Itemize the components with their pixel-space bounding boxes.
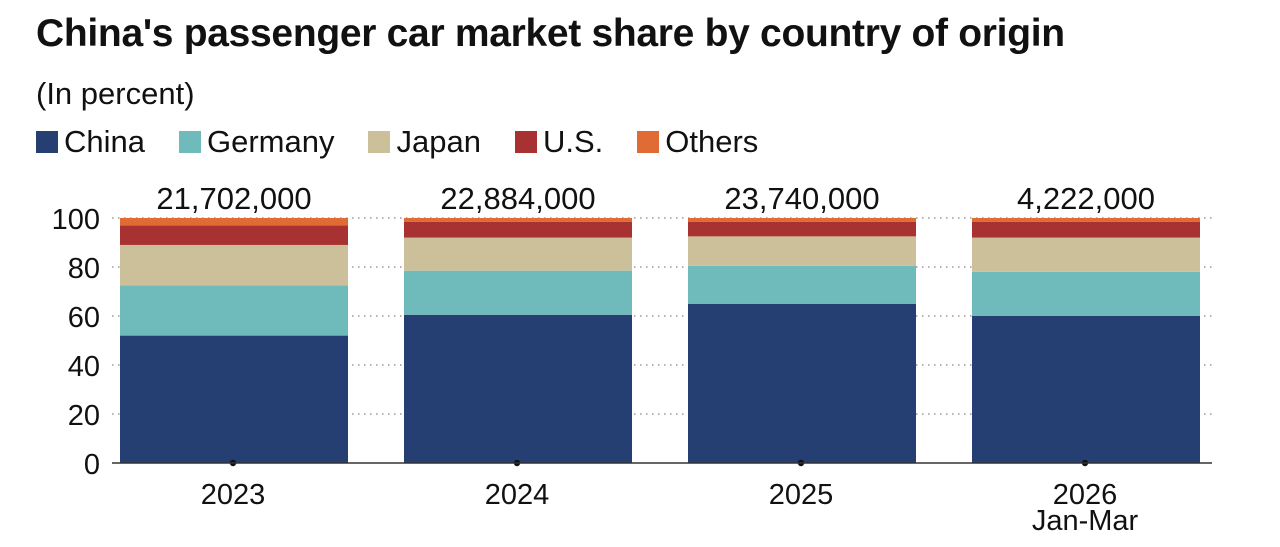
bar-2024-china — [404, 314, 632, 463]
bar-2023-china — [120, 335, 348, 463]
bar-2025-u-s — [688, 221, 916, 237]
x-tick-sublabel-2026: Jan-Mar — [1032, 505, 1139, 537]
legend-swatch-germany — [179, 131, 201, 153]
legend-label-germany: Germany — [207, 124, 335, 159]
legend-item-china: China — [36, 124, 145, 160]
bar-2024-japan — [404, 237, 632, 271]
bar-2024-u-s — [404, 221, 632, 238]
bar-2025-germany — [688, 265, 916, 304]
legend-item-us: U.S. — [514, 124, 604, 160]
legend-item-japan: Japan — [368, 124, 481, 160]
x-tick-label-2026: 2026 — [1053, 479, 1118, 511]
legend-item-germany: Germany — [179, 124, 334, 160]
y-tick-label-80: 80 — [68, 253, 100, 285]
legend-swatch-us — [514, 131, 537, 153]
bar-2025-japan — [688, 236, 916, 266]
bar-2023-japan — [120, 244, 348, 286]
chart-subtitle: (In percent) — [36, 76, 195, 111]
total-label-2024: 22,884,000 — [440, 181, 595, 216]
bar-2023-others — [120, 218, 348, 226]
bar-2024-others — [404, 218, 632, 222]
legend-item-others: Others — [637, 124, 758, 160]
legend-swatch-china — [36, 131, 58, 153]
legend-swatch-japan — [368, 131, 391, 153]
y-tick-label-60: 60 — [68, 302, 100, 334]
y-tick-label-0: 0 — [84, 449, 100, 481]
legend-label-china: China — [64, 124, 145, 159]
bar-2026-jan-mar-china — [972, 316, 1200, 463]
total-label-2025: 23,740,000 — [724, 181, 879, 216]
chart-title: China's passenger car market share by co… — [36, 12, 1065, 55]
bar-2026-jan-mar-others — [972, 218, 1200, 222]
x-tick-label-2024: 2024 — [485, 479, 550, 511]
legend-label-us: U.S. — [542, 124, 604, 159]
x-tick-label-2025: 2025 — [769, 479, 834, 511]
legend-swatch-others — [637, 131, 660, 153]
legend: China Germany Japan U.S. Others — [36, 124, 792, 160]
legend-label-others: Others — [665, 124, 759, 159]
y-tick-label-20: 20 — [68, 400, 100, 432]
x-tick-label-2023: 2023 — [201, 479, 266, 511]
bar-2026-jan-mar-u-s — [972, 221, 1200, 238]
y-tick-label-100: 100 — [52, 204, 100, 236]
legend-label-japan: Japan — [396, 124, 481, 159]
bar-2023-germany — [120, 285, 348, 336]
bar-2024-germany — [404, 270, 632, 315]
bar-2026-jan-mar-germany — [972, 271, 1200, 316]
bar-2025-others — [688, 218, 916, 222]
bar-2026-jan-mar-japan — [972, 237, 1200, 272]
bar-2025-china — [688, 303, 916, 463]
bar-2023-u-s — [120, 225, 348, 245]
y-tick-label-40: 40 — [68, 351, 100, 383]
total-label-2026: 4,222,000 — [1017, 181, 1155, 216]
total-label-2023: 21,702,000 — [156, 181, 311, 216]
